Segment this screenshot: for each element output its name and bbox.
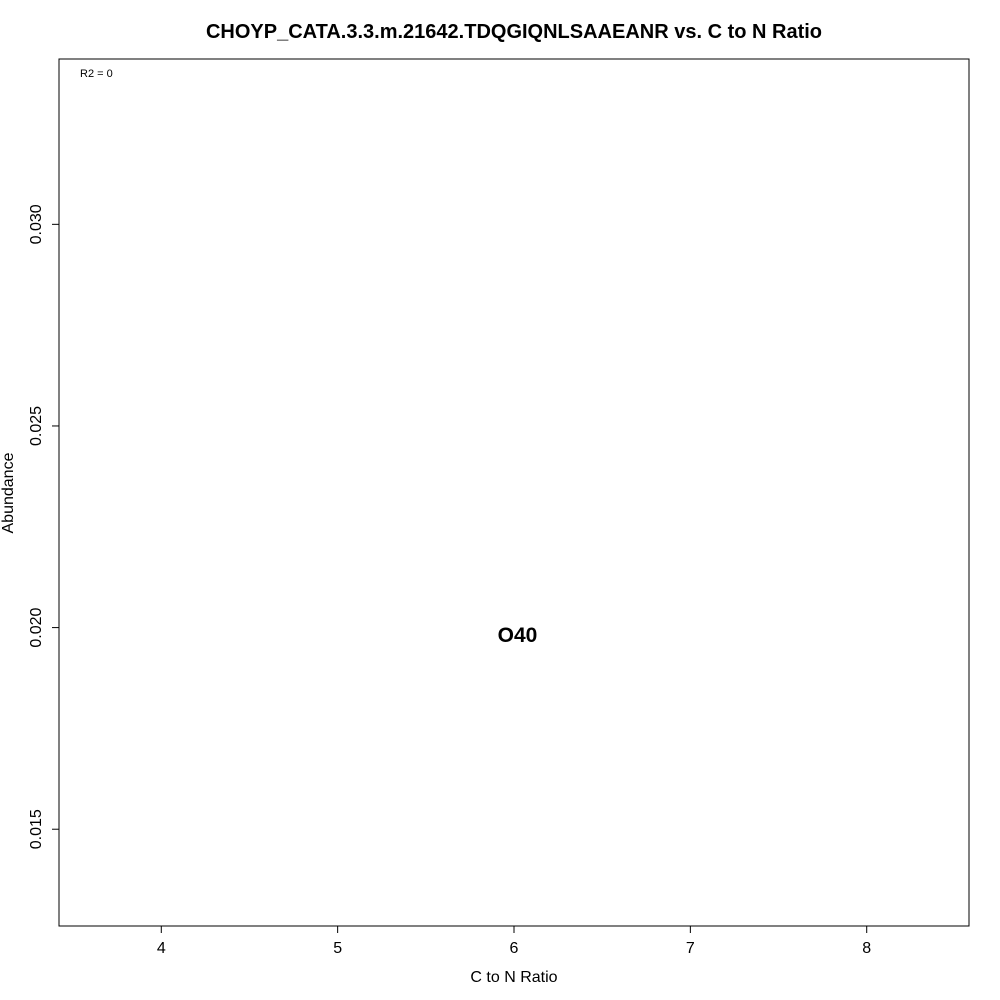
x-tick-label: 5 xyxy=(333,940,342,957)
x-tick-label: 4 xyxy=(157,940,166,957)
y-tick-label: 0.020 xyxy=(28,607,45,647)
data-point-label: O40 xyxy=(498,624,538,647)
data-points: O40 xyxy=(498,624,538,647)
x-tick-label: 8 xyxy=(862,940,871,957)
x-axis: 4 5 6 7 8 xyxy=(157,925,871,957)
y-axis: 0.015 0.020 0.025 0.030 xyxy=(28,204,60,849)
x-tick-label: 7 xyxy=(686,940,695,957)
y-tick-label: 0.030 xyxy=(28,204,45,244)
y-tick-label: 0.025 xyxy=(28,406,45,446)
y-axis-label: Abundance xyxy=(0,452,17,533)
chart-title: CHOYP_CATA.3.3.m.21642.TDQGIQNLSAAEANR v… xyxy=(206,21,822,43)
x-tick-label: 6 xyxy=(510,940,519,957)
r2-annotation: R2 = 0 xyxy=(80,68,113,80)
x-axis-label: C to N Ratio xyxy=(470,969,557,986)
y-tick-label: 0.015 xyxy=(28,809,45,849)
